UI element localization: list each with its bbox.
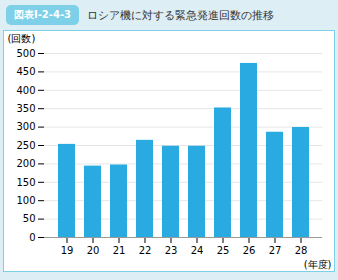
svg-text:19: 19 — [61, 245, 74, 256]
svg-text:250: 250 — [16, 140, 35, 151]
svg-text:300: 300 — [16, 121, 35, 132]
svg-text:(回数): (回数) — [8, 33, 36, 44]
svg-text:100: 100 — [16, 195, 35, 206]
svg-text:500: 500 — [16, 48, 35, 59]
svg-text:0: 0 — [29, 232, 35, 243]
svg-text:24: 24 — [191, 245, 204, 256]
svg-text:450: 450 — [16, 66, 35, 77]
svg-text:150: 150 — [16, 177, 35, 188]
svg-text:25: 25 — [217, 245, 230, 256]
svg-text:50: 50 — [23, 213, 36, 224]
svg-text:350: 350 — [16, 103, 35, 114]
svg-text:22: 22 — [139, 245, 152, 256]
svg-text:26: 26 — [243, 245, 256, 256]
svg-text:23: 23 — [165, 245, 178, 256]
html-text:図表Ⅰ-2-4-3: 図表Ⅰ-2-4-3 — [14, 9, 71, 20]
svg-text:400: 400 — [16, 85, 35, 96]
html-text:ロシア機に対する緊急発進回数の推移: ロシア機に対する緊急発進回数の推移 — [87, 8, 274, 22]
svg-text:28: 28 — [295, 245, 308, 256]
svg-text:21: 21 — [113, 245, 126, 256]
svg-text:27: 27 — [269, 245, 282, 256]
svg-text:20: 20 — [87, 245, 100, 256]
svg-text:200: 200 — [16, 158, 35, 169]
svg-text:(年度): (年度) — [304, 259, 332, 270]
